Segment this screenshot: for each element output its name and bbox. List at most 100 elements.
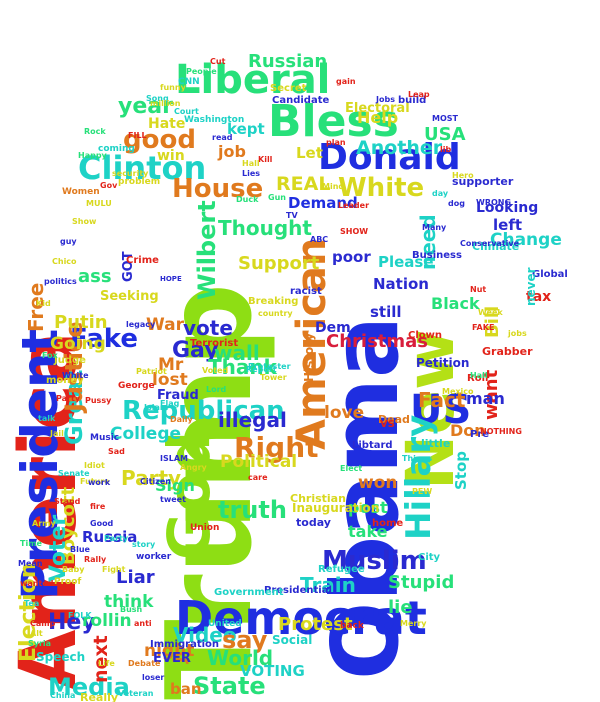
word-white: White (338, 173, 425, 203)
word-million: million (150, 99, 181, 108)
word-grabber: Grabber (482, 345, 533, 358)
word-work: work (88, 478, 111, 487)
word-gay: Gay (172, 338, 219, 363)
word-story: story (132, 540, 156, 549)
word-jail: Jail (50, 429, 64, 438)
word-win: win (157, 148, 185, 164)
word-change: Change (490, 230, 562, 250)
word-state: State (193, 672, 266, 700)
word-sign: Sign (155, 476, 195, 495)
word-republican: Republican (122, 396, 285, 426)
word-women: Women (62, 187, 100, 197)
word-many: Many (422, 223, 447, 232)
word-protest: Protest (278, 614, 353, 635)
word-going: Going (50, 334, 106, 354)
word-guy: guy (60, 237, 77, 246)
word-bless: Bless (268, 96, 399, 147)
word-build: build (398, 95, 427, 106)
word-hall: Hall (242, 159, 260, 168)
word-politics: politics (44, 277, 77, 286)
word-thought: Thought (218, 216, 312, 240)
word-lie: lie (388, 597, 413, 618)
word-political: Political (220, 452, 298, 472)
word-nation: Nation (373, 275, 429, 293)
word-duck: Duck (236, 195, 259, 204)
word-kid: Kid (36, 299, 51, 308)
word-government: Government (214, 587, 284, 598)
word-dog: dog (448, 199, 465, 208)
word-russian: Russian (248, 51, 328, 72)
word-fraud: Fraud (157, 388, 199, 403)
word-proof: Proof (54, 577, 82, 587)
word-rock: Rock (84, 127, 106, 136)
word-cut: Cut (210, 57, 226, 66)
word-future: Future (80, 477, 110, 486)
word-tea: Tea (24, 599, 40, 608)
word-love: love (324, 403, 365, 423)
word-business: Business (412, 250, 462, 261)
word-jobs: Jobs (376, 95, 395, 104)
word-climate: Climate (472, 240, 520, 253)
word-vote: vote (183, 316, 233, 340)
word-really: Really (80, 691, 119, 702)
word-fact: Fact (418, 388, 466, 412)
word-terrorist: Terrorist (190, 338, 239, 349)
word-country: country (258, 309, 293, 318)
word-elect: Elect (340, 464, 363, 473)
word-global: Global (532, 269, 568, 280)
word-anti: anti (134, 619, 152, 628)
word-never: never (524, 267, 538, 306)
word-won: won (358, 473, 398, 493)
word-electoral: Electoral (345, 101, 410, 116)
word-care: care (248, 473, 268, 482)
word-song: Song (146, 94, 169, 103)
word-talk: talk (38, 414, 56, 423)
word-mulu: MULU (86, 199, 112, 208)
word-christian: Christian (290, 492, 346, 505)
word-plan: plan (326, 138, 346, 147)
word-thank: Thank (208, 355, 277, 379)
word-syria: Syria (28, 639, 52, 648)
word-fill: FILL (128, 131, 147, 140)
word-gun: Gun (268, 193, 286, 202)
word-nut: Nut (470, 285, 487, 294)
word-washington: Washington (184, 115, 245, 125)
word-report: Report (246, 365, 277, 374)
word-help: Help (357, 108, 399, 127)
word-think: think (104, 592, 154, 612)
word-mr: Mr (158, 355, 184, 375)
word-right: Right (234, 431, 319, 464)
word-wanted: wanted (20, 579, 54, 588)
word-city: City (418, 552, 441, 563)
word-poor: poor (332, 248, 371, 266)
word-putin: Putin (54, 312, 108, 333)
word-year: year (118, 94, 173, 119)
word-usa: USA (424, 124, 466, 145)
word-army: Army (32, 519, 56, 528)
word-gov: Gov (100, 181, 118, 190)
word-loser: loser (142, 673, 165, 682)
word-clinton: Clinton (78, 149, 207, 187)
word-tweet: tweet (160, 495, 186, 504)
word-hero: Hero (452, 171, 474, 180)
word-george: George (118, 381, 155, 391)
word-roll: Roll (467, 373, 489, 384)
word-time: Time (20, 539, 42, 548)
word-train: Train (300, 573, 356, 597)
word-pew: PEW (412, 487, 433, 496)
word-leader: Leader (338, 201, 370, 210)
word-baby: Baby (62, 565, 85, 574)
word-democrat: Democrat (175, 591, 427, 645)
word-illegal: illegal (218, 408, 287, 432)
word-islam: Islam (144, 403, 169, 412)
word-back: back (340, 621, 364, 631)
word-islam: ISLAM (160, 454, 188, 463)
word-lies: Lies (242, 169, 261, 178)
word-fire: fire (90, 502, 106, 511)
word-bush: Bush (120, 605, 143, 614)
word-mind: Mind (322, 182, 345, 191)
word-don: Don (450, 421, 486, 440)
word-show: Show (72, 217, 97, 226)
word-fox: Fox (42, 351, 58, 360)
